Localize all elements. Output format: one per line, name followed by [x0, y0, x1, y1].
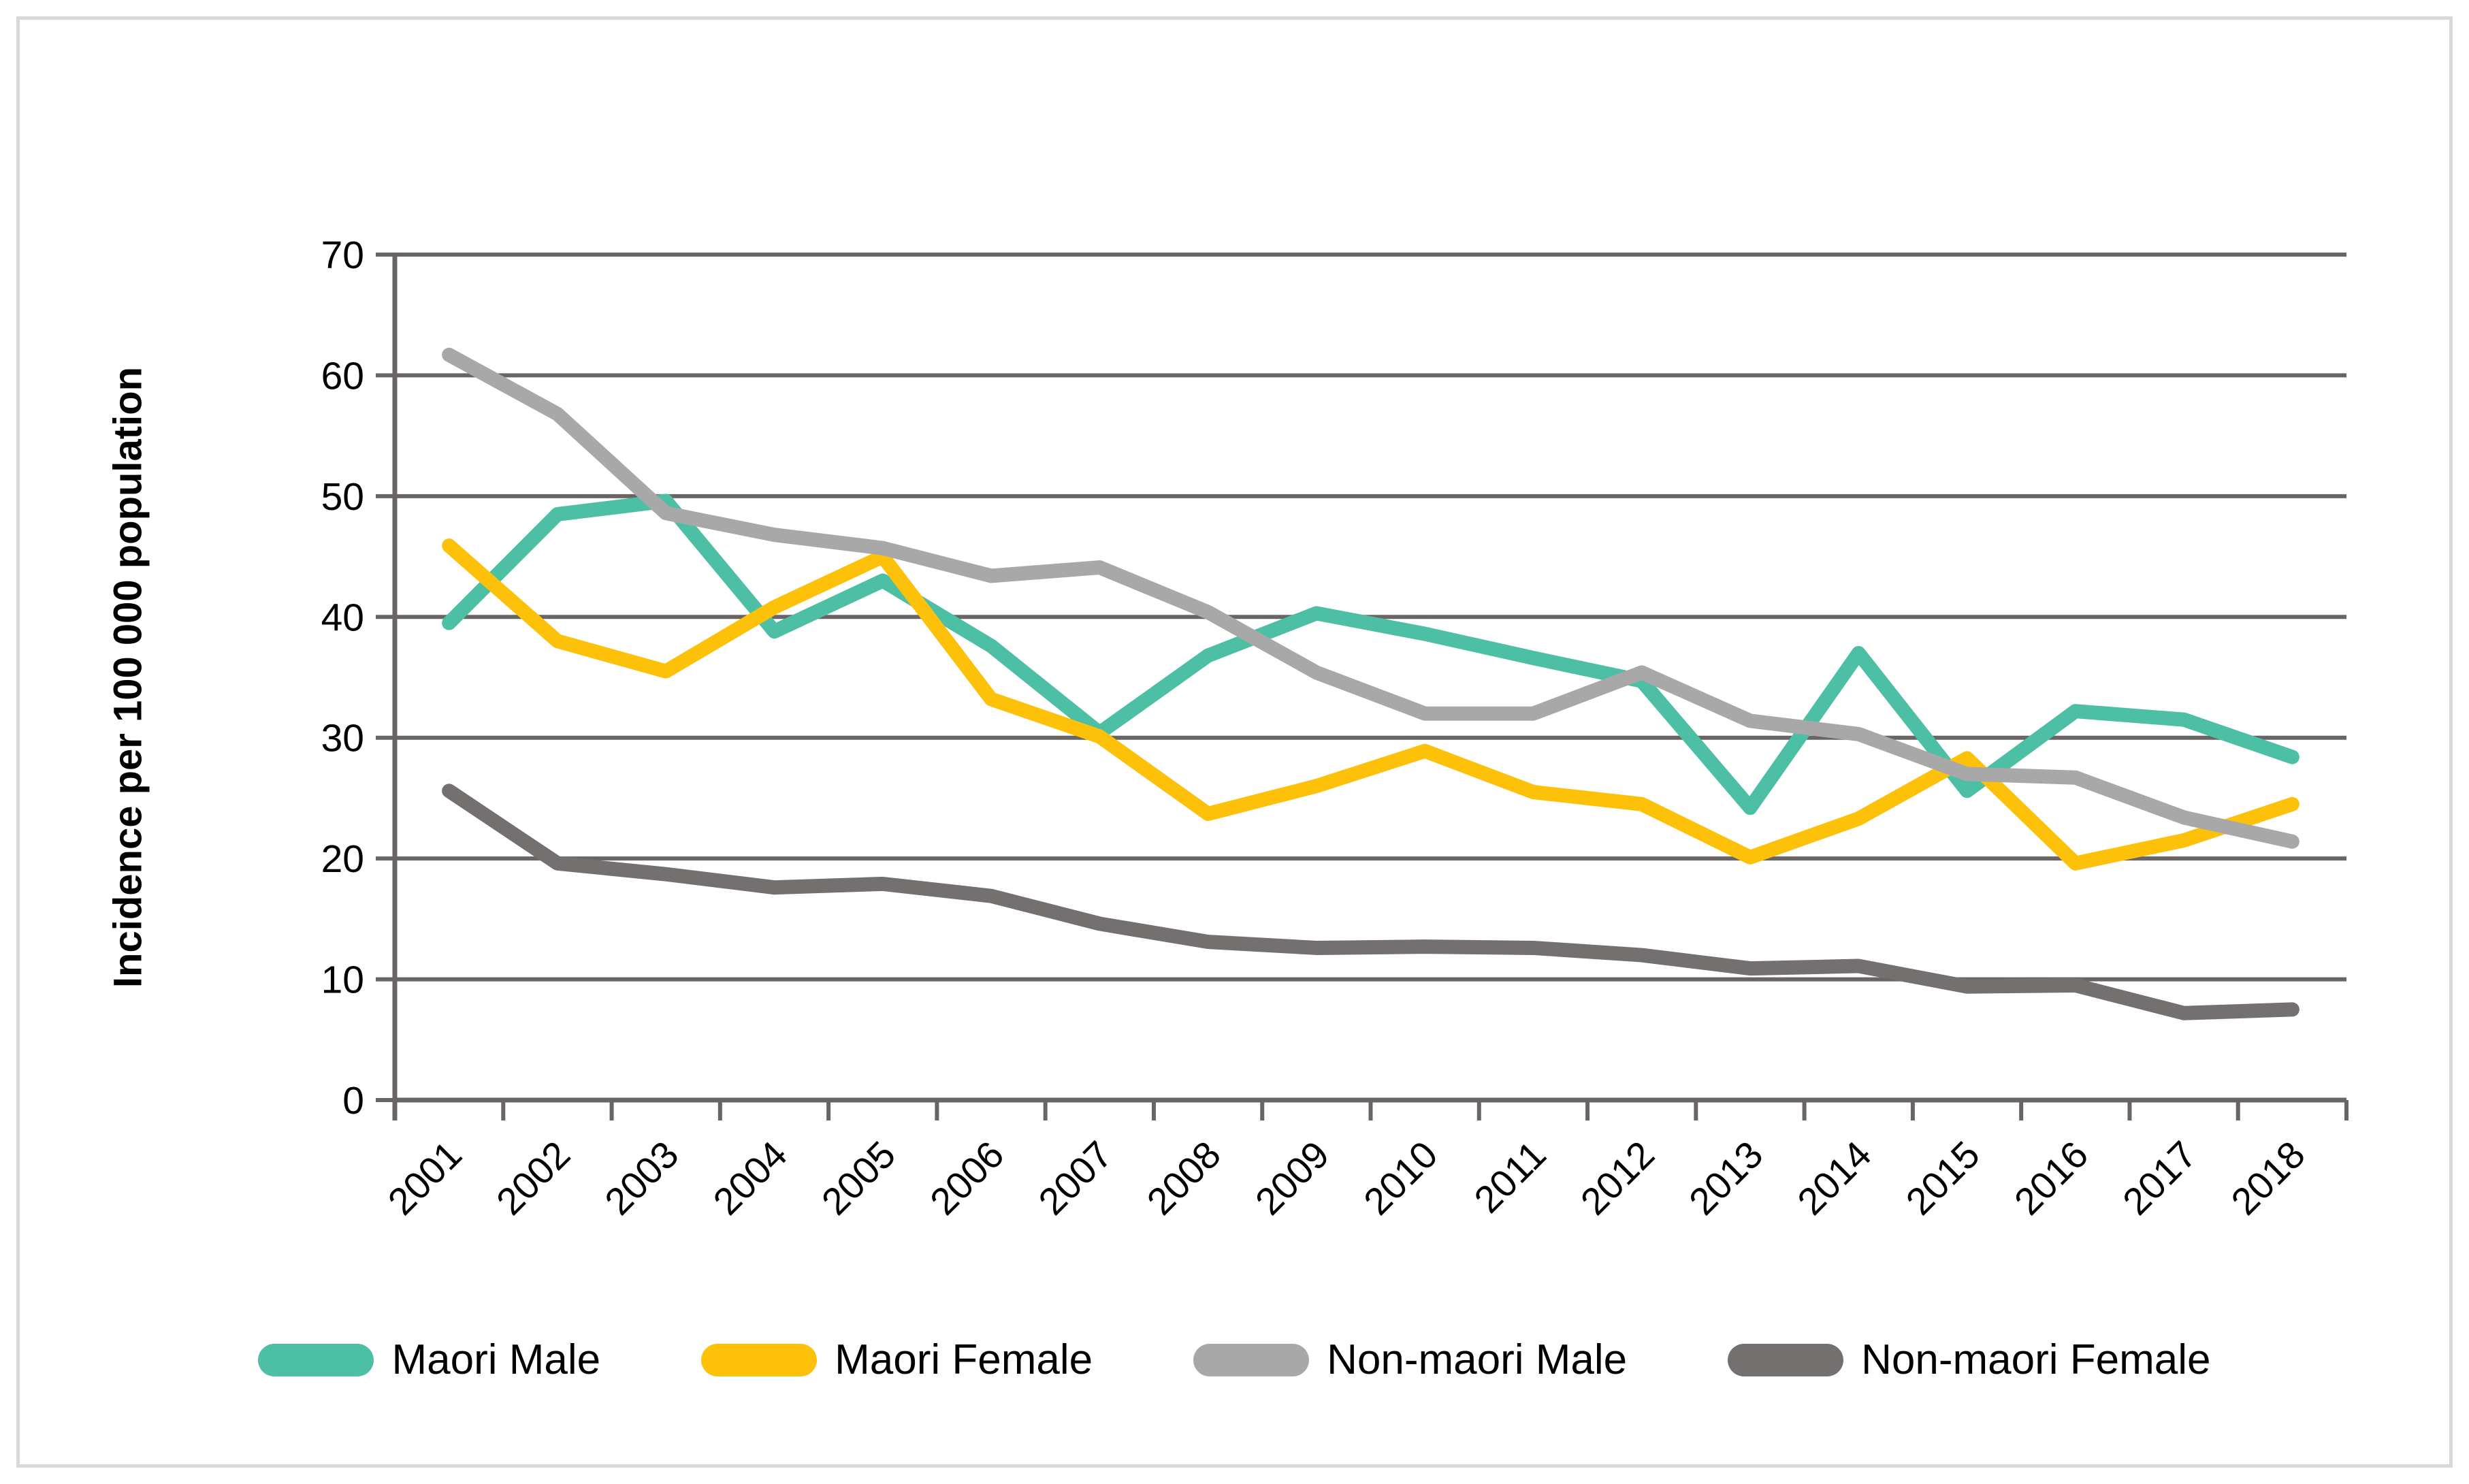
x-tick-label-2014: 2014 [1789, 1133, 1879, 1223]
x-tick-label-2015: 2015 [1897, 1133, 1988, 1223]
legend-item-non-maori-female: Non-maori Female [1728, 1336, 2211, 1384]
x-tick-label-2011: 2011 [1466, 1133, 1554, 1221]
y-tick-label-40: 40 [321, 596, 364, 639]
series-line-maori-female [442, 538, 2299, 871]
y-tick-label-50: 50 [321, 475, 364, 519]
gridlines [395, 253, 2346, 1102]
legend-label: Maori Female [835, 1336, 1093, 1383]
legend-label: Maori Male [391, 1336, 601, 1383]
legend-item-non-maori-male: Non-maori Male [1193, 1336, 1627, 1384]
x-tick-label-2005: 2005 [813, 1133, 904, 1223]
series-line-non-maori-female [442, 784, 2299, 1020]
x-tick-label-2018: 2018 [2223, 1133, 2313, 1223]
y-tick-label-70: 70 [321, 233, 364, 277]
y-tick-label-0: 0 [342, 1079, 364, 1123]
x-tick-label-2006: 2006 [922, 1133, 1012, 1223]
data-series [442, 347, 2299, 1020]
x-tick-labels: 2001 2002 2003 2004 2005 2006 2007 2008 2009 2010… [379, 1133, 2312, 1223]
x-tick-label-2017: 2017 [2114, 1133, 2205, 1223]
x-tick-label-2016: 2016 [2006, 1133, 2097, 1223]
y-tick-label-60: 60 [321, 354, 364, 398]
x-tick-label-2012: 2012 [1572, 1133, 1663, 1223]
x-tick-label-2013: 2013 [1681, 1133, 1771, 1223]
y-axis-title: Incidence per 100 000 population [106, 366, 150, 988]
x-tick-label-2002: 2002 [488, 1133, 579, 1223]
x-tick-label-2004: 2004 [705, 1133, 795, 1223]
y-tick-label-30: 30 [321, 717, 364, 760]
axis-ticks [376, 253, 2349, 1120]
legend-label: Non-maori Female [1861, 1336, 2211, 1383]
y-tick-label-20: 20 [321, 837, 364, 881]
x-tick-label-2010: 2010 [1355, 1133, 1446, 1223]
legend-item-maori-female: Maori Female [701, 1336, 1093, 1384]
x-tick-label-2008: 2008 [1138, 1133, 1229, 1223]
x-tick-label-2003: 2003 [596, 1133, 687, 1223]
x-tick-label-2009: 2009 [1247, 1133, 1338, 1223]
legend-swatch-icon [1728, 1343, 1844, 1376]
x-tick-label-2001: 2001 [379, 1133, 470, 1223]
x-tick-label-2007: 2007 [1030, 1133, 1120, 1223]
series-line-non-maori-male [442, 347, 2299, 849]
legend-swatch-icon [701, 1343, 818, 1376]
legend: Maori Male Maori Female Non-maori Male Non-… [0, 1336, 2469, 1384]
legend-label: Non-maori Male [1327, 1336, 1628, 1383]
y-tick-labels: 0 10 20 30 40 50 60 70 [321, 233, 364, 1123]
legend-item-maori-male: Maori Male [258, 1336, 600, 1384]
legend-swatch-icon [1193, 1343, 1310, 1376]
legend-swatch-icon [258, 1343, 374, 1376]
y-tick-label-10: 10 [321, 958, 364, 1002]
